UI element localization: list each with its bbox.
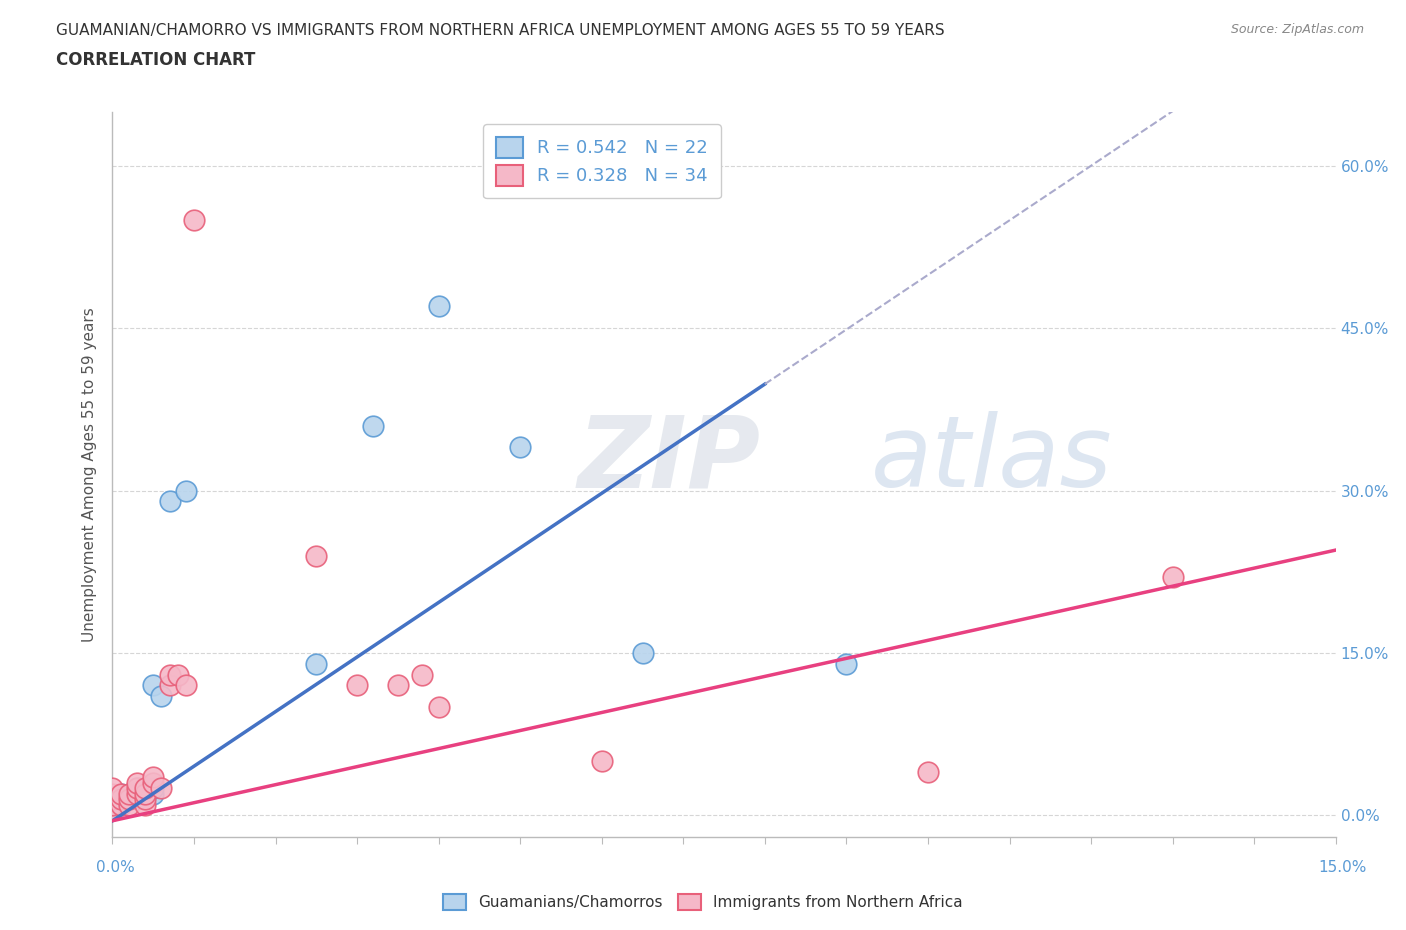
Point <box>118 786 141 801</box>
Text: ZIP: ZIP <box>578 411 761 509</box>
Point <box>101 797 124 812</box>
Point <box>159 678 181 693</box>
Y-axis label: Unemployment Among Ages 55 to 59 years: Unemployment Among Ages 55 to 59 years <box>82 307 97 642</box>
Point <box>142 770 165 785</box>
Point <box>134 781 156 796</box>
Point <box>174 678 197 693</box>
Text: GUAMANIAN/CHAMORRO VS IMMIGRANTS FROM NORTHERN AFRICA UNEMPLOYMENT AMONG AGES 55: GUAMANIAN/CHAMORRO VS IMMIGRANTS FROM NO… <box>56 23 945 38</box>
Text: CORRELATION CHART: CORRELATION CHART <box>56 51 256 69</box>
Point <box>150 781 173 796</box>
Point <box>509 440 531 455</box>
Point <box>159 494 181 509</box>
Point <box>101 781 124 796</box>
Point <box>835 657 858 671</box>
Point <box>387 678 409 693</box>
Point <box>183 212 205 227</box>
Point <box>101 786 124 801</box>
Point <box>134 791 156 806</box>
Point <box>118 791 141 806</box>
Point <box>101 791 124 806</box>
Text: Source: ZipAtlas.com: Source: ZipAtlas.com <box>1230 23 1364 36</box>
Point <box>305 657 328 671</box>
Legend: Guamanians/Chamorros, Immigrants from Northern Africa: Guamanians/Chamorros, Immigrants from No… <box>436 886 970 918</box>
Point <box>1161 570 1184 585</box>
Point <box>150 689 173 704</box>
Point <box>125 776 148 790</box>
Point <box>110 786 132 801</box>
Point <box>631 645 654 660</box>
Point <box>101 803 124 817</box>
Point <box>427 299 450 314</box>
Point <box>101 791 124 806</box>
Point <box>134 781 156 796</box>
Point <box>101 803 124 817</box>
Point <box>110 786 132 801</box>
Point <box>142 776 165 790</box>
Point <box>134 797 156 812</box>
Point <box>125 781 148 796</box>
Text: 15.0%: 15.0% <box>1319 860 1367 875</box>
Point <box>142 781 165 796</box>
Point <box>427 699 450 714</box>
Point <box>118 786 141 801</box>
Text: 0.0%: 0.0% <box>96 860 135 875</box>
Point <box>118 797 141 812</box>
Point <box>305 548 328 563</box>
Point <box>125 786 148 801</box>
Point <box>110 791 132 806</box>
Point <box>363 418 385 433</box>
Text: atlas: atlas <box>870 411 1112 509</box>
Point <box>142 678 165 693</box>
Point <box>118 791 141 806</box>
Point <box>110 797 132 812</box>
Point <box>125 786 148 801</box>
Point <box>346 678 368 693</box>
Point <box>110 797 132 812</box>
Point <box>125 781 148 796</box>
Point <box>411 667 433 682</box>
Point <box>166 667 188 682</box>
Point <box>101 797 124 812</box>
Point <box>134 786 156 801</box>
Point <box>917 764 939 779</box>
Point <box>159 667 181 682</box>
Point <box>591 754 613 769</box>
Point <box>174 483 197 498</box>
Point <box>142 786 165 801</box>
Legend: R = 0.542   N = 22, R = 0.328   N = 34: R = 0.542 N = 22, R = 0.328 N = 34 <box>484 125 720 198</box>
